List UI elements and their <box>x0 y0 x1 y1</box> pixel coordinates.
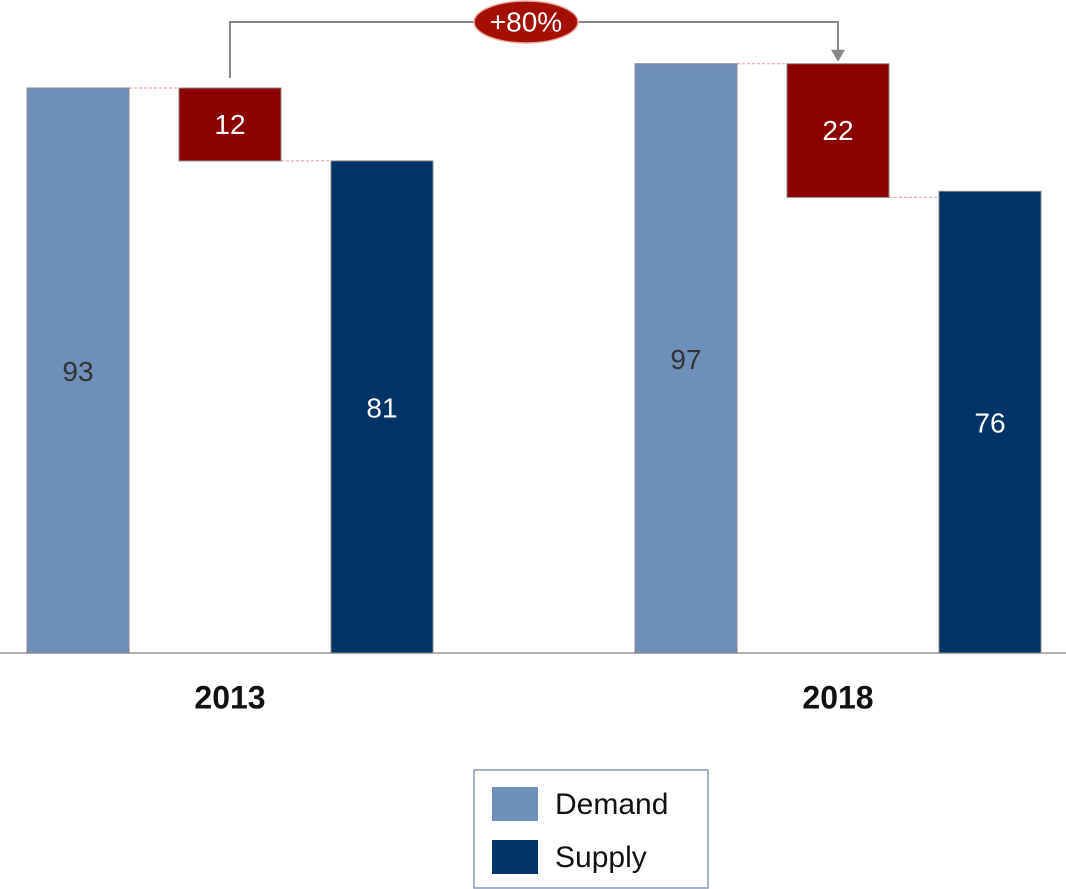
legend-swatch <box>492 840 538 874</box>
x-tick-label: 2013 <box>194 679 265 715</box>
data-label: 76 <box>974 408 1005 439</box>
annotation: +80% <box>490 6 562 37</box>
gap-bar <box>786 63 890 198</box>
legend-label: Supply <box>555 841 647 874</box>
legend-label: Demand <box>555 788 668 821</box>
legend-swatch <box>492 787 538 821</box>
data-label: 93 <box>62 356 93 387</box>
bar <box>330 160 434 654</box>
x-tick-label: 2018 <box>802 679 873 715</box>
arrow-head <box>831 49 845 62</box>
data-label: 97 <box>670 344 701 375</box>
bar <box>634 63 738 654</box>
data-label: 81 <box>366 392 397 423</box>
gap-bar <box>178 87 282 162</box>
data-label: 22 <box>822 115 853 146</box>
bar <box>938 190 1042 654</box>
data-label: 12 <box>214 109 245 140</box>
bar <box>26 87 130 654</box>
annotation-badge <box>473 0 579 44</box>
